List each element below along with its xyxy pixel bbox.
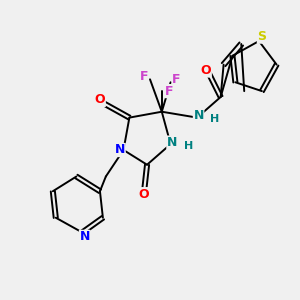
Text: N: N (80, 230, 90, 243)
Text: F: F (165, 85, 173, 98)
Text: F: F (140, 70, 148, 83)
Text: S: S (257, 30, 266, 43)
Text: H: H (210, 114, 219, 124)
Text: N: N (167, 136, 177, 149)
Text: H: H (184, 141, 193, 151)
Text: O: O (94, 93, 105, 106)
Text: N: N (194, 109, 204, 122)
Text: F: F (172, 73, 181, 86)
Text: O: O (201, 64, 211, 77)
Text: N: N (115, 143, 125, 157)
Text: O: O (139, 188, 149, 201)
